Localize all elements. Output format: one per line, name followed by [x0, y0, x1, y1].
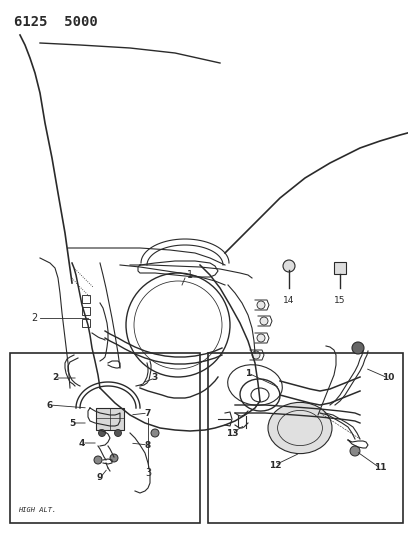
Circle shape [151, 429, 159, 437]
Text: 3: 3 [145, 468, 151, 478]
Text: 11: 11 [374, 464, 386, 472]
Text: 6: 6 [47, 400, 53, 409]
Circle shape [283, 260, 295, 272]
Circle shape [252, 351, 260, 359]
Circle shape [352, 342, 364, 354]
Circle shape [257, 301, 265, 309]
Circle shape [94, 456, 102, 464]
Text: 2: 2 [32, 313, 38, 323]
Text: 1: 1 [187, 270, 193, 280]
Bar [208, 353, 403, 523]
Bar [82, 319, 90, 327]
Text: 12: 12 [269, 461, 281, 470]
Text: 3: 3 [152, 374, 158, 383]
Text: 14: 14 [283, 296, 295, 305]
Circle shape [98, 430, 106, 437]
Bar [82, 307, 90, 315]
Text: 10: 10 [382, 374, 394, 383]
Text: 1: 1 [245, 368, 251, 377]
Text: 4: 4 [79, 439, 85, 448]
Bar [10, 353, 200, 523]
Circle shape [257, 334, 265, 342]
Text: 8: 8 [145, 440, 151, 449]
Text: 6125  5000: 6125 5000 [14, 15, 98, 29]
Bar [334, 262, 346, 274]
Ellipse shape [268, 402, 332, 454]
Bar [96, 408, 124, 430]
Circle shape [115, 430, 122, 437]
Text: 9: 9 [97, 473, 103, 482]
Text: 15: 15 [334, 296, 346, 305]
Bar [82, 295, 90, 303]
Text: 7: 7 [145, 408, 151, 417]
Text: 2: 2 [52, 374, 58, 383]
Circle shape [350, 446, 360, 456]
Circle shape [260, 317, 268, 325]
Circle shape [110, 454, 118, 462]
Text: 13: 13 [226, 429, 238, 438]
Text: HIGH ALT.: HIGH ALT. [18, 507, 56, 513]
Text: 5: 5 [69, 418, 75, 427]
